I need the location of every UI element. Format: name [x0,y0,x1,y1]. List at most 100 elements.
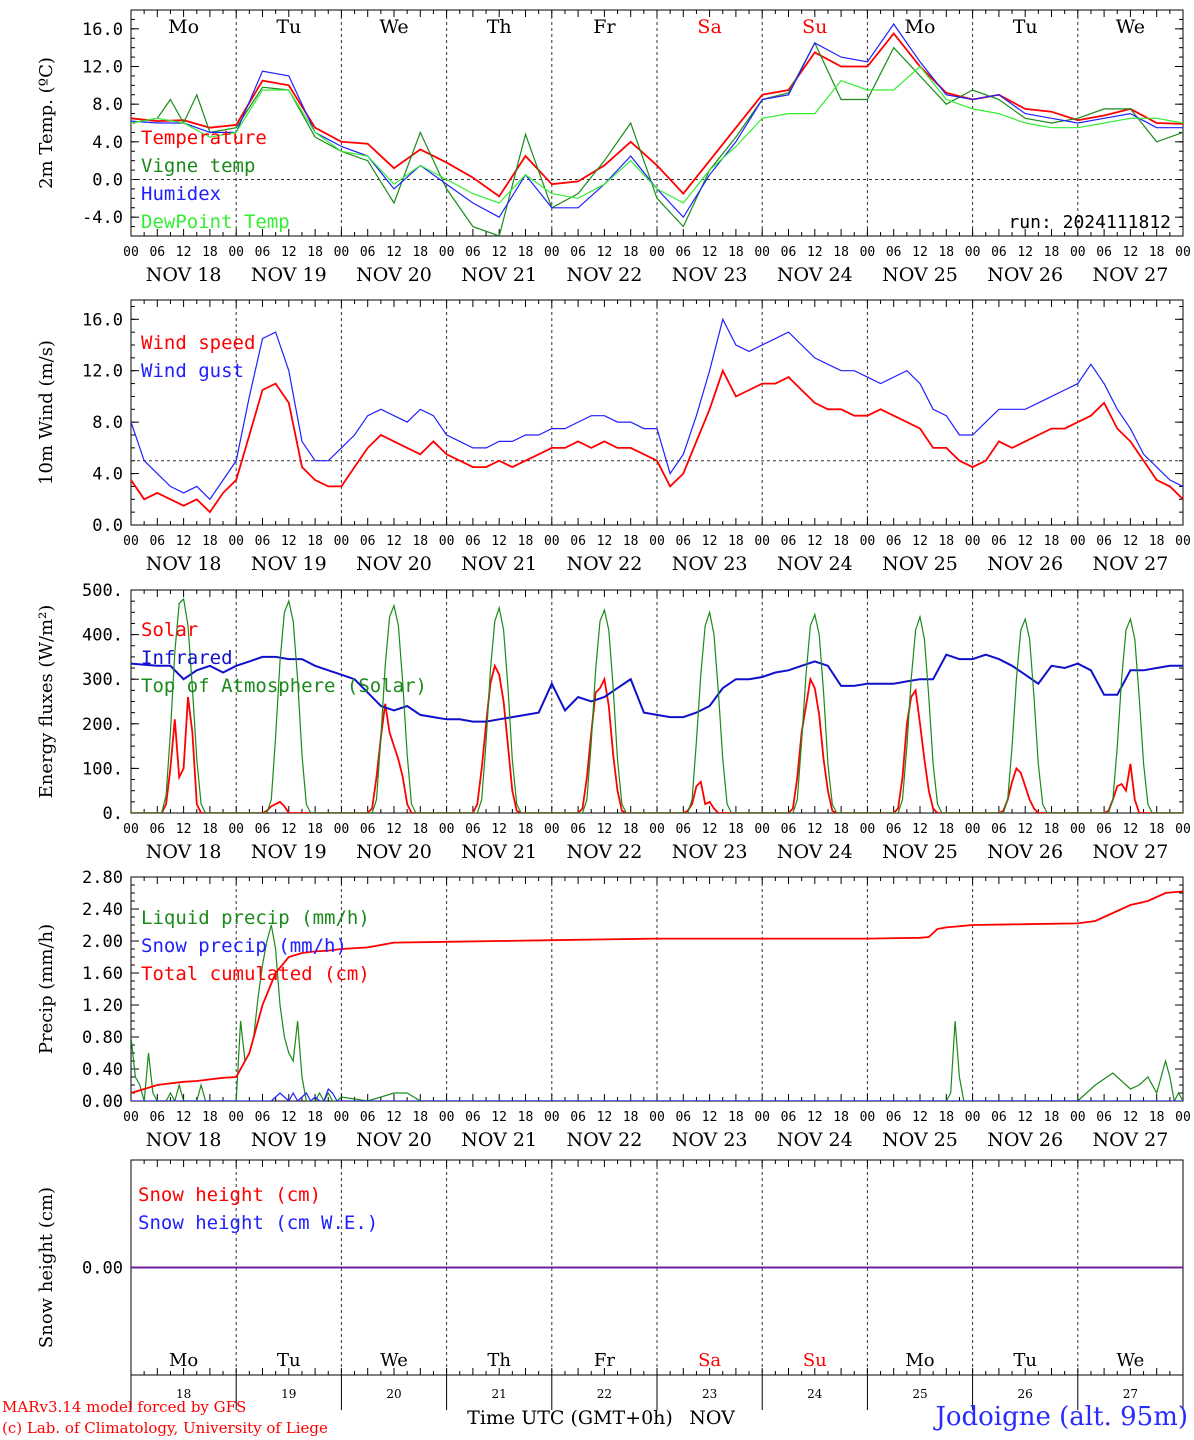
weekday-label: Mo [905,1350,934,1371]
hour-tick-label: 18 [307,1110,323,1125]
hour-tick-label: 12 [386,534,402,549]
date-label: NOV 23 [672,264,748,286]
hour-tick-label: 18 [623,245,639,260]
hour-tick-label: 00 [1175,534,1191,549]
hour-tick-label: 00 [228,245,244,260]
hour-tick-label: 18 [1149,245,1165,260]
series-line-2 [131,653,1183,723]
y-tick-label: 500. [82,581,123,601]
hour-tick-label: 00 [754,534,770,549]
hour-tick-label: 06 [675,1110,691,1125]
hour-tick-label: 00 [544,245,560,260]
legend-entry: Snow height (cm) [138,1184,321,1206]
hour-tick-label: 00 [1175,1110,1191,1125]
y-axis-label: 2m Temp. (ºC) [36,57,57,189]
hour-tick-label: 06 [886,822,902,837]
hour-tick-label: 00 [123,534,139,549]
date-label: NOV 25 [882,841,958,863]
hour-tick-label: 12 [386,822,402,837]
hour-tick-label: 12 [702,1110,718,1125]
hour-tick-label: 00 [544,822,560,837]
series-line-2 [131,1087,1183,1101]
hour-tick-label: 06 [360,822,376,837]
hour-tick-label: 18 [202,822,218,837]
hour-tick-label: 06 [781,1110,797,1125]
legend-entry: Total cumulated (cm) [141,963,370,985]
hour-tick-label: 00 [228,1110,244,1125]
date-label: NOV 19 [251,264,327,286]
hour-tick-label: 06 [781,245,797,260]
hour-tick-label: 00 [1175,822,1191,837]
y-tick-label: 0. [103,804,123,824]
hour-tick-label: 12 [1123,534,1139,549]
location-title: Jodoigne (alt. 95m) [935,1402,1188,1432]
hour-tick-label: 00 [965,245,981,260]
panel-3: 0. 100. 200. 300. 400. 500. Energy fluxes (W/m… [36,581,1191,863]
date-label: NOV 20 [356,841,432,863]
y-tick-label: 2.00 [82,932,123,952]
weekday-label: Tu [277,1350,301,1371]
hour-tick-label: 12 [281,822,297,837]
hour-tick-label: 00 [1175,245,1191,260]
legend-entry: Snow precip (mm/h) [141,935,347,957]
weekday-label: Mo [169,1350,198,1371]
series-line-1 [131,924,1183,1101]
date-label: NOV 26 [987,264,1063,286]
date-label: NOV 18 [146,264,222,286]
date-label: NOV 27 [1092,264,1168,286]
hour-tick-label: 18 [833,1110,849,1125]
hour-tick-label: 12 [807,534,823,549]
legend-entry: Wind speed [141,332,255,354]
date-label: NOV 22 [566,553,642,575]
weekday-label: Th [487,16,512,38]
date-label: NOV 24 [777,1129,853,1151]
hour-tick-label: 12 [176,534,192,549]
plot-frame [130,299,1184,526]
hour-tick-label: 12 [1123,245,1139,260]
hour-tick-label: 12 [912,822,928,837]
hour-tick-label: 06 [570,1110,586,1125]
hour-tick-label: 06 [675,534,691,549]
y-tick-label: 2.40 [82,900,123,920]
series-line-1 [131,368,1183,514]
weekday-label: Th [487,1350,511,1371]
month-label: NOV [689,1407,735,1429]
y-tick-label: 2.80 [82,868,123,888]
date-label: NOV 18 [146,841,222,863]
hour-tick-label: 18 [518,245,534,260]
legend-entry: Liquid precip (mm/h) [141,907,370,929]
series-line-3 [131,597,1183,813]
y-tick-label: 4.0 [92,133,123,153]
y-tick-label: -4.0 [82,208,123,228]
hour-tick-label: 12 [491,822,507,837]
hour-tick-label: 06 [886,534,902,549]
y-tick-label: 0.40 [82,1060,123,1080]
weekday-label: Su [803,1350,827,1371]
hour-tick-label: 00 [754,1110,770,1125]
date-label: NOV 23 [672,841,748,863]
date-label: NOV 21 [461,264,537,286]
hour-tick-label: 12 [1123,822,1139,837]
hour-tick-label: 00 [334,1110,350,1125]
date-label: NOV 24 [777,264,853,286]
hour-tick-label: 12 [807,822,823,837]
hour-tick-label: 00 [439,534,455,549]
hour-tick-label: 06 [255,534,271,549]
date-label: NOV 25 [882,553,958,575]
hour-tick-label: 06 [886,1110,902,1125]
panel-5: 0.00 Snow height (cm) Snow height (cm) Snow… [36,1159,1184,1429]
y-tick-label: 16.0 [82,310,123,330]
y-tick-label: 12.0 [82,58,123,78]
hour-tick-label: 12 [702,534,718,549]
hour-tick-label: 18 [833,822,849,837]
hour-tick-label: 12 [912,534,928,549]
hour-tick-label: 18 [728,822,744,837]
series-line-3 [131,890,1183,1094]
hour-tick-label: 18 [1044,822,1060,837]
day-number: 20 [386,1387,401,1401]
hour-tick-label: 12 [597,822,613,837]
hour-tick-label: 18 [518,534,534,549]
hour-tick-label: 00 [123,1110,139,1125]
legend-entry: Vigne temp [141,155,255,177]
